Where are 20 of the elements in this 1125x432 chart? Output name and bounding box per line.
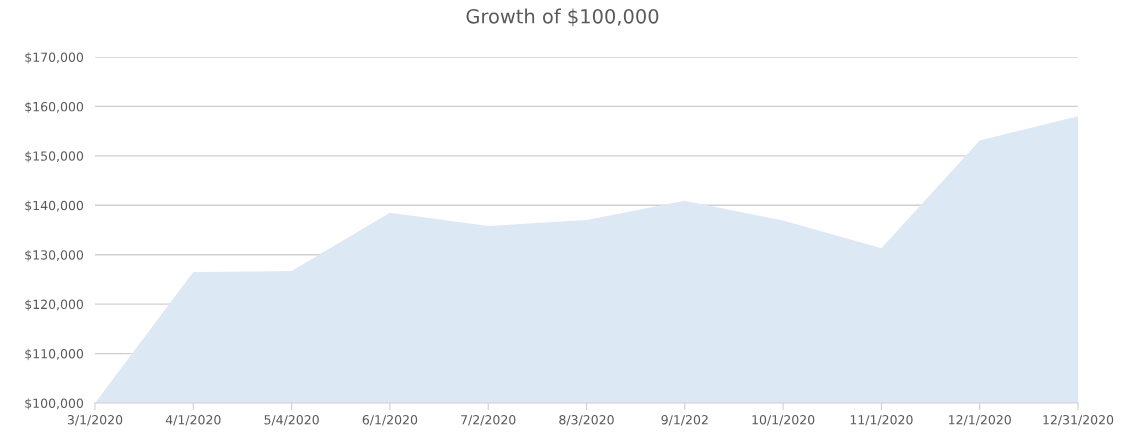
y-tick-label: $130,000 [25, 249, 84, 262]
y-tick-label: $110,000 [25, 348, 84, 361]
y-tick-label: $150,000 [25, 151, 84, 163]
y-tick-label: $170,000 [25, 52, 84, 64]
x-tick-label: 5/4/2020 [264, 415, 319, 426]
y-tick-label: $100,000 [25, 398, 84, 410]
x-tick-label: 9/1/202 [661, 415, 708, 426]
x-tick-label: 10/1/2020 [752, 415, 815, 426]
y-tick-label: $160,000 [25, 101, 84, 114]
y-tick-label: $120,000 [25, 299, 84, 311]
x-tick-label: 8/3/2020 [559, 415, 614, 426]
x-tick-label: 6/1/2020 [362, 415, 418, 426]
x-tick-label: 11/1/2020 [850, 415, 913, 426]
y-tick-label: $140,000 [25, 200, 84, 212]
x-tick-label: 3/1/2020 [67, 415, 123, 426]
chart-title: Growth of $100,000 [466, 8, 659, 27]
x-tick-label: 7/2/2020 [461, 415, 516, 426]
x-tick-label: 12/1/2020 [949, 415, 1011, 426]
x-tick-label: 4/1/2020 [165, 415, 221, 426]
x-tick-label: 12/31/2020 [1043, 415, 1114, 426]
